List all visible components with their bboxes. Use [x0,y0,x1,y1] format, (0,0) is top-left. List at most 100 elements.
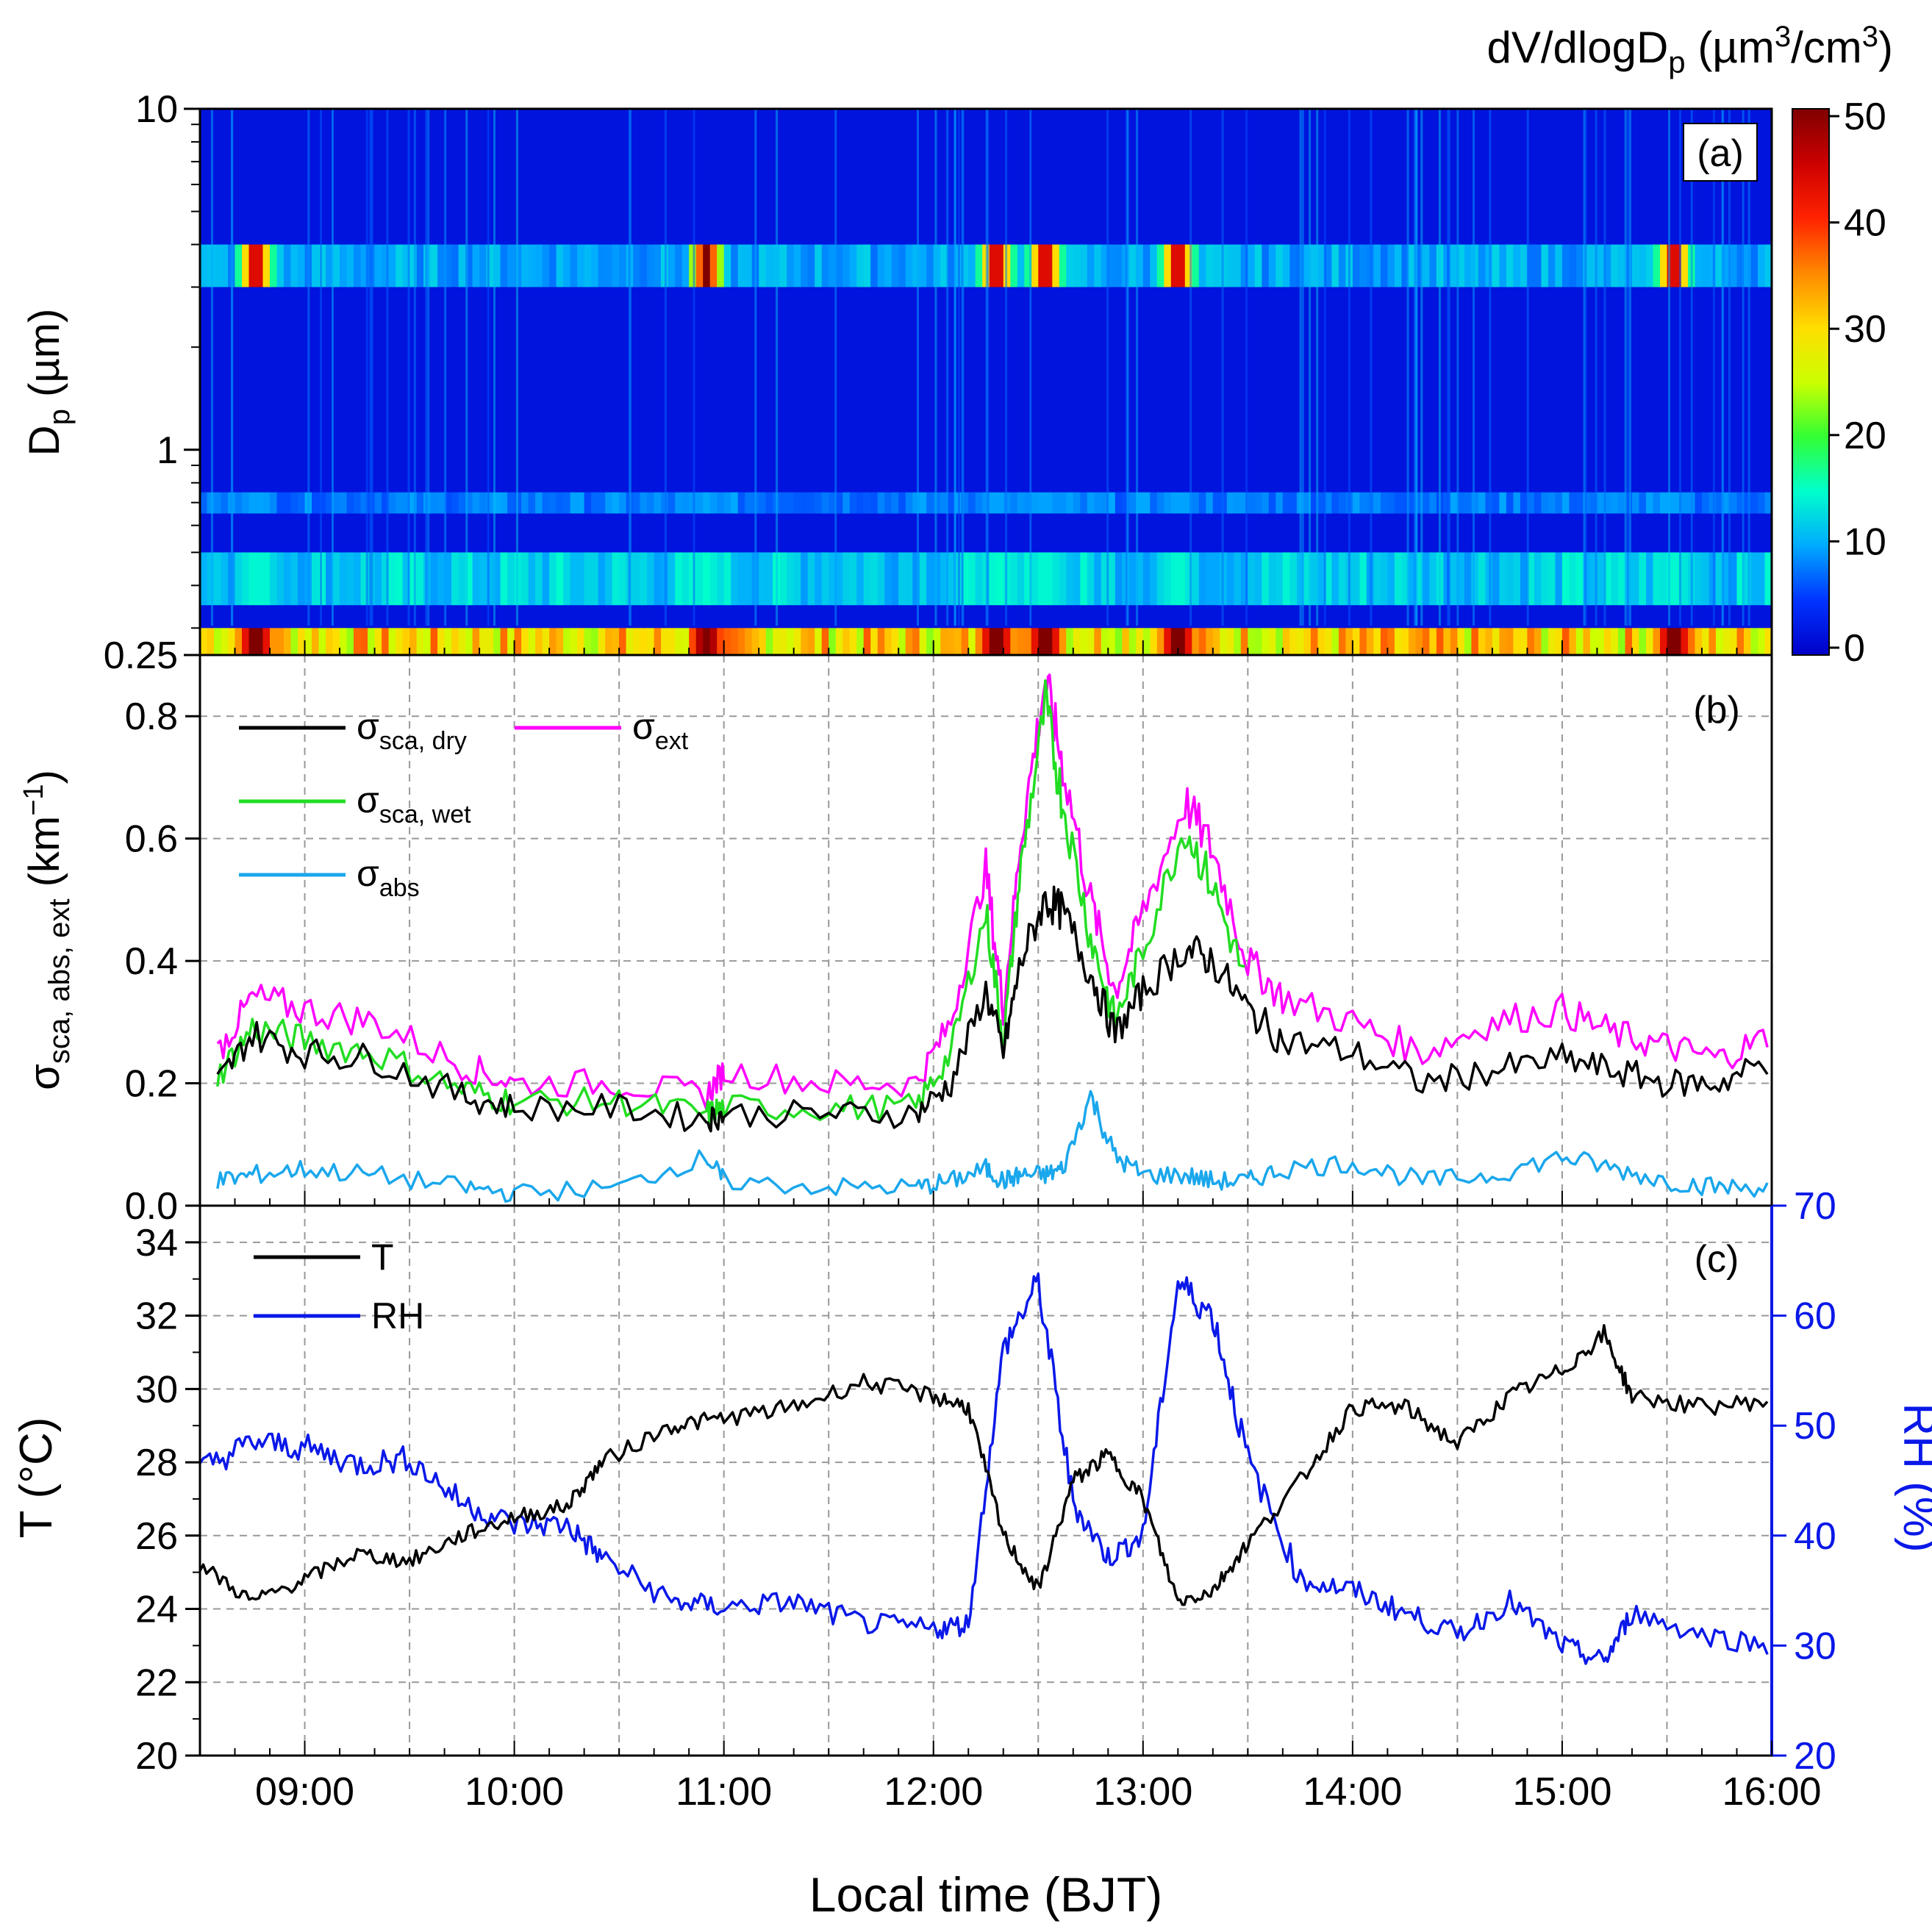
heatmap-cell [1722,552,1731,606]
heatmap-cell [1198,552,1207,606]
heatmap-cell [1639,244,1647,287]
heatmap-cell [1561,552,1570,606]
heatmap-streak [1348,109,1350,626]
heatmap-cell [821,628,829,655]
heatmap-cell [1764,628,1772,655]
heatmap-cell [1045,628,1053,655]
heatmap-cell [1206,244,1214,287]
heatmap-cell [444,552,452,606]
heatmap-cell [1066,244,1074,287]
heatmap-cell [1045,552,1053,606]
heatmap-cell [1667,244,1675,287]
heatmap-cell [1513,552,1521,606]
heatmap-cell [1603,628,1612,655]
heatmap-cell [221,552,229,606]
heatmap-cell [1010,628,1018,655]
heatmap-cell [1052,492,1060,514]
heatmap-cell [849,492,857,514]
heatmap-cell [1240,552,1249,606]
heatmap-cell [1457,492,1465,514]
heatmap-cell [1010,492,1018,514]
heatmap-cell [1639,552,1647,606]
y-tick-label-b: 0.8 [125,695,178,738]
heatmap-cell [968,492,976,514]
heatmap-streak [307,109,310,626]
heatmap-cell [1310,244,1319,287]
heatmap-cell [1108,552,1116,606]
heatmap-cell [584,628,592,655]
heatmap-cell [1499,244,1507,287]
heatmap-cell [1184,492,1193,514]
heatmap-cell [765,244,773,287]
panel-frames [198,107,1773,1757]
heatmap-streak [371,109,373,626]
heatmap-cell [1198,628,1207,655]
heatmap-cell [1408,552,1417,606]
heatmap-cell [751,628,759,655]
heatmap-streak [1301,109,1304,626]
heatmap-cell [591,552,599,606]
heatmap-cell [1080,552,1088,606]
heatmap-cell [947,552,955,606]
heatmap-cell [493,244,501,287]
heatmap-cell [1555,628,1563,655]
heatmap-cell [723,244,731,287]
heatmap-cell [458,628,466,655]
heatmap-cell [235,628,243,655]
heatmap-cell [1429,244,1437,287]
heatmap-cell [1248,628,1256,655]
heatmap-cell [1499,628,1507,655]
heatmap-cell [829,628,837,655]
heatmap-cell [1597,244,1605,287]
heatmap-cell [703,492,711,514]
heatmap-cell [248,552,257,606]
heatmap-cell [1276,492,1284,514]
heatmap-cell [1569,628,1577,655]
heatmap-cell [360,492,368,514]
heatmap-cell [787,244,795,287]
heatmap-cell [256,244,264,287]
heatmap-cell [1038,552,1046,606]
heatmap-cell [717,492,725,514]
heatmap-cell [1003,628,1012,655]
panel-label-c: (c) [1695,1238,1739,1281]
heatmap-cell [884,552,892,606]
heatmap-cell [430,552,438,606]
heatmap-cell [332,492,340,514]
heatmap-streak [1415,109,1418,626]
heatmap-cell [1730,492,1738,514]
heatmap-cell [207,244,215,287]
heatmap-cell [1059,552,1067,606]
heatmap-cell [1150,628,1158,655]
x-tick-label: 10:00 [465,1770,564,1814]
heatmap-streak [1446,109,1449,626]
heatmap-cell [1170,628,1179,655]
heatmap-cell [563,492,571,514]
heatmap-streak [693,109,695,626]
heatmap-cell [1401,552,1409,606]
heatmap-cell [298,628,306,655]
heatmap-cell [486,492,494,514]
heatmap-cell [1674,244,1682,287]
heatmap-cell [402,628,410,655]
heatmap-cell [793,628,801,655]
heatmap-cell [535,244,543,287]
heatmap-cell [409,628,418,655]
heatmap-streak [1106,109,1109,626]
heatmap-cell [640,628,648,655]
heatmap-cell [773,628,781,655]
heatmap-cell [200,492,208,514]
heatmap-cell [1178,552,1186,606]
heatmap-cell [570,492,578,514]
heatmap-cell [284,244,292,287]
heatmap-cell [1310,628,1319,655]
heatmap-cell [1268,492,1277,514]
heatmap-cell [388,244,396,287]
heatmap-cell [1387,628,1395,655]
heatmap-cell [1184,244,1193,287]
heatmap-cell [1164,492,1172,514]
heatmap-cell [1674,492,1682,514]
heatmap-cell [765,628,773,655]
heatmap-cell [1031,244,1040,287]
heatmap-cell [1212,628,1221,655]
